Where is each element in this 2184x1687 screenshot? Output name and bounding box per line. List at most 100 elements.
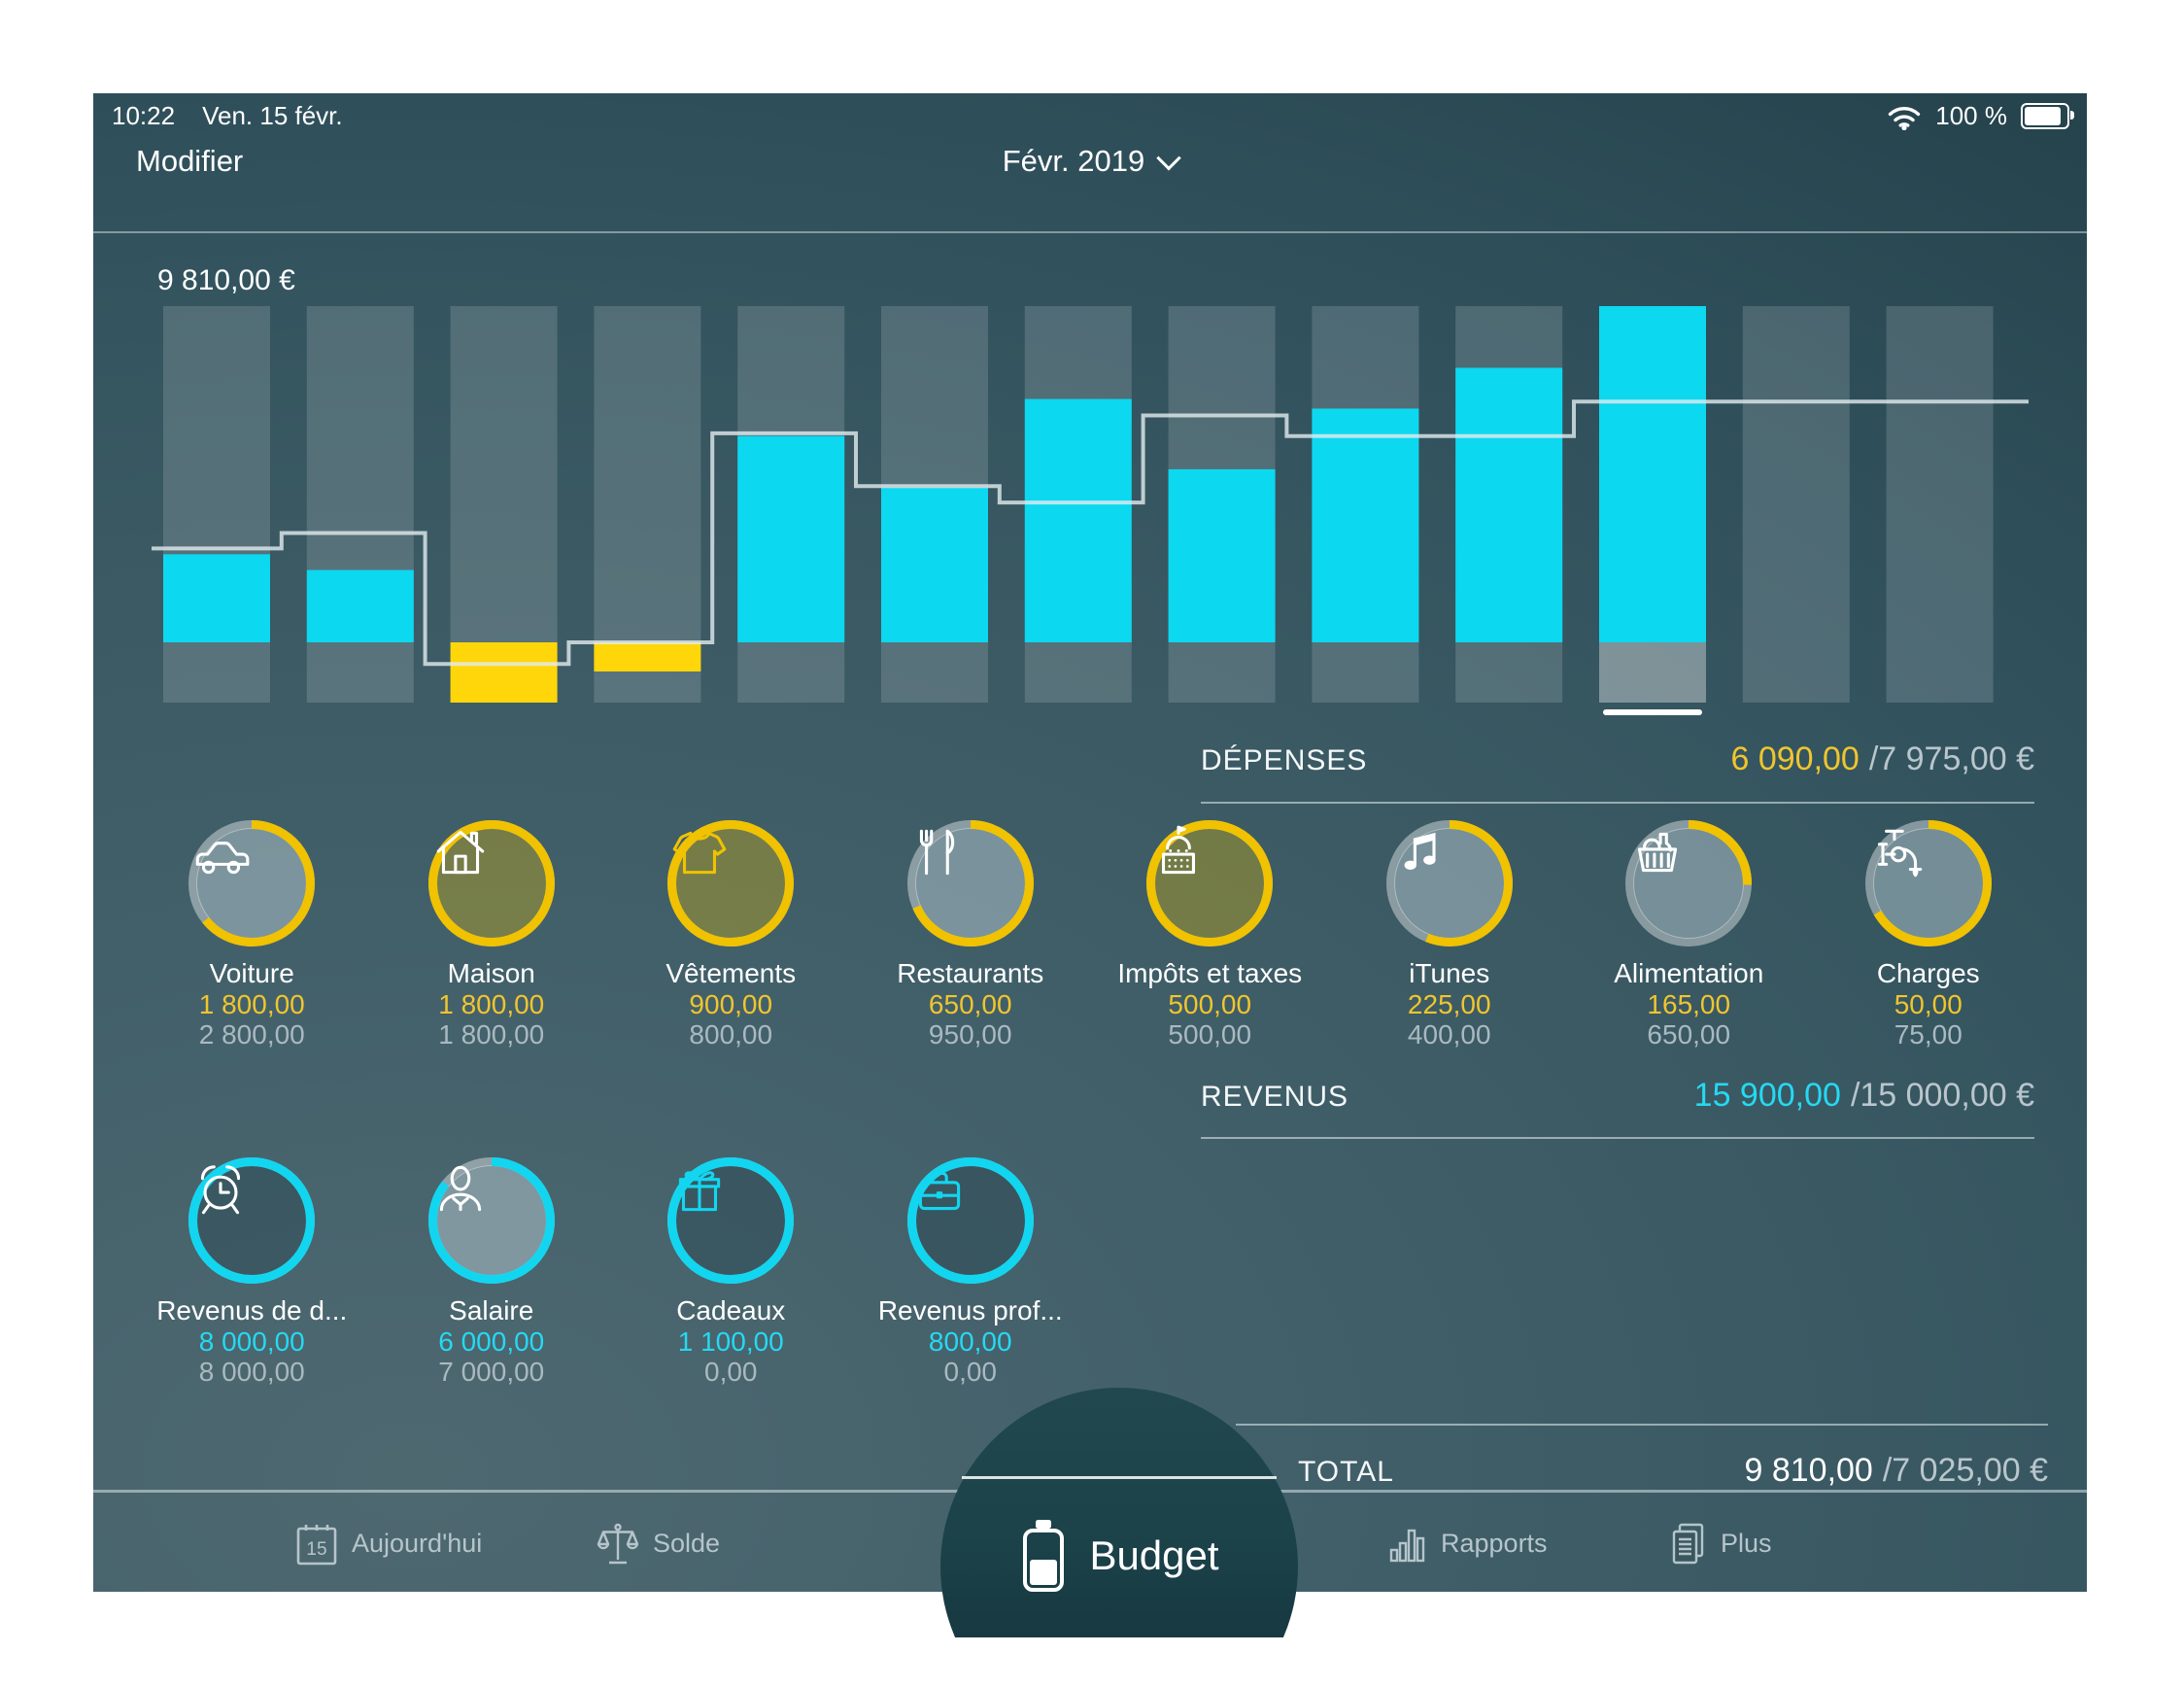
month-column[interactable] — [881, 306, 988, 703]
category-spent: 225,00 — [1407, 989, 1491, 1019]
category-budget: 650,00 — [1647, 1019, 1731, 1050]
category-ring — [906, 820, 1034, 947]
category-name: iTunes — [1409, 958, 1490, 988]
actual-bar — [1168, 468, 1276, 642]
faucet-icon — [1877, 829, 1923, 878]
category-name: Restaurants — [897, 958, 1044, 988]
utensils-icon — [919, 829, 954, 876]
month-column[interactable] — [1599, 306, 1706, 715]
house-icon — [436, 830, 484, 875]
actual-bar — [881, 487, 988, 642]
category-ring — [427, 1157, 555, 1284]
bubble-divider-line — [962, 1476, 1277, 1479]
actual-bar — [1455, 367, 1563, 642]
expenses-budget-value: /7 975,00 € — [1868, 740, 2034, 777]
chart-max-amount-label: 9 810,00 € — [157, 264, 295, 296]
month-column[interactable] — [1455, 306, 1563, 703]
category-spent: 1 800,00 — [438, 989, 545, 1019]
expense-category-item[interactable]: Charges 50,00 75,00 — [1809, 820, 2049, 1050]
ring-progress — [667, 820, 795, 947]
period-selector[interactable]: Févr. 2019 — [93, 144, 2087, 179]
income-divider — [1201, 1137, 2034, 1139]
income-spent-value: 15 900,00 — [1693, 1077, 1841, 1114]
tab-item-rapports[interactable]: Rapports — [1387, 1524, 1548, 1565]
tab-item-aujourdhui[interactable]: 15 Aujourd'hui — [294, 1520, 482, 1568]
category-ring — [1385, 820, 1513, 947]
ring-progress — [667, 1157, 795, 1284]
battery-icon — [2021, 103, 2074, 129]
ring-progress — [906, 1157, 1034, 1284]
music-note-icon — [1402, 831, 1437, 872]
category-budget: 0,00 — [943, 1357, 998, 1387]
category-budget: 0,00 — [704, 1357, 758, 1387]
expense-category-item[interactable]: Alimentation 165,00 650,00 — [1569, 820, 1809, 1050]
expenses-divider — [1201, 802, 2034, 804]
month-column[interactable] — [1742, 306, 1850, 703]
actual-bar — [1024, 398, 1132, 642]
bar-chart-icon — [1389, 1529, 1425, 1562]
income-category-item[interactable]: Revenus de d... 8 000,00 8 000,00 — [132, 1157, 372, 1387]
app-window: 10:22 Ven. 15 févr. 100 % Modifier Févr.… — [93, 93, 2087, 1637]
overspend-bar — [450, 642, 558, 703]
income-category-item[interactable]: Revenus prof... 800,00 0,00 — [851, 1157, 1091, 1387]
category-ring — [188, 820, 316, 947]
alarm-clock-icon — [201, 1165, 241, 1215]
ring-progress — [188, 820, 316, 947]
expense-category-item[interactable]: Impôts et taxes 500,00 500,00 — [1090, 820, 1330, 1050]
category-ring — [906, 1157, 1034, 1284]
expense-category-item[interactable]: Maison 1 800,00 1 800,00 — [372, 820, 612, 1050]
ring-progress — [1864, 820, 1992, 947]
ring-progress — [427, 820, 555, 947]
category-budget: 8 000,00 — [198, 1357, 305, 1387]
category-name: Voiture — [209, 958, 294, 988]
calendar-day-badge: 15 — [306, 1539, 326, 1560]
category-budget: 75,00 — [1894, 1019, 1962, 1050]
month-column[interactable] — [737, 306, 845, 703]
income-title: REVENUS — [1201, 1081, 1349, 1113]
edit-button[interactable]: Modifier — [136, 144, 244, 178]
total-value: 9 810,00 — [1744, 1452, 1873, 1489]
month-column[interactable] — [1886, 306, 1994, 703]
tab-label: Rapports — [1441, 1529, 1548, 1558]
month-column[interactable] — [1312, 306, 1419, 703]
category-budget: 1 800,00 — [438, 1019, 545, 1050]
overspend-bar — [594, 642, 701, 671]
status-bar-right: 100 % — [1887, 101, 2074, 131]
month-column[interactable] — [163, 306, 270, 703]
income-category-item[interactable]: Cadeaux 1 100,00 0,00 — [611, 1157, 851, 1387]
gift-icon — [679, 1171, 721, 1212]
status-bar-left: 10:22 Ven. 15 févr. — [112, 101, 343, 131]
expense-category-item[interactable]: Voiture 1 800,00 2 800,00 — [132, 820, 372, 1050]
expense-category-item[interactable]: Vêtements 900,00 800,00 — [611, 820, 851, 1050]
ring-progress — [1385, 820, 1513, 947]
tab-item-budget[interactable]: Budget — [940, 1388, 1298, 1637]
actual-bar — [163, 554, 270, 642]
sweater-icon — [672, 831, 727, 875]
tab-label: Aujourd'hui — [352, 1529, 483, 1558]
month-column[interactable] — [306, 306, 414, 703]
month-column[interactable] — [1168, 306, 1276, 703]
tab-item-solde[interactable]: Solde — [596, 1521, 720, 1567]
status-date: Ven. 15 févr. — [202, 101, 343, 130]
tab-item-plus[interactable]: Plus — [1669, 1521, 1772, 1567]
expense-category-item[interactable]: Restaurants 650,00 950,00 — [851, 820, 1091, 1050]
actual-bar — [1312, 408, 1419, 642]
category-spent: 6 000,00 — [438, 1326, 545, 1357]
expense-category-item[interactable]: iTunes 225,00 400,00 — [1330, 820, 1570, 1050]
status-time: 10:22 — [112, 101, 176, 130]
budget-bar-chart — [152, 306, 2029, 715]
category-budget: 500,00 — [1168, 1019, 1252, 1050]
month-column[interactable] — [594, 306, 701, 703]
calendar-icon: 15 — [296, 1524, 337, 1565]
expense-categories-row: Voiture 1 800,00 2 800,00 Maison 1 800,00 1 8… — [132, 820, 2048, 1050]
category-name: Vêtements — [665, 958, 797, 988]
category-budget: 7 000,00 — [438, 1357, 545, 1387]
battery-percent-text: 100 % — [1935, 101, 2007, 130]
month-column[interactable] — [450, 306, 558, 703]
category-name: Charges — [1876, 958, 1980, 988]
income-category-item[interactable]: Salaire 6 000,00 7 000,00 — [372, 1157, 612, 1387]
category-name: Revenus de d... — [156, 1295, 348, 1326]
category-ring — [427, 820, 555, 947]
category-spent: 900,00 — [689, 989, 773, 1019]
